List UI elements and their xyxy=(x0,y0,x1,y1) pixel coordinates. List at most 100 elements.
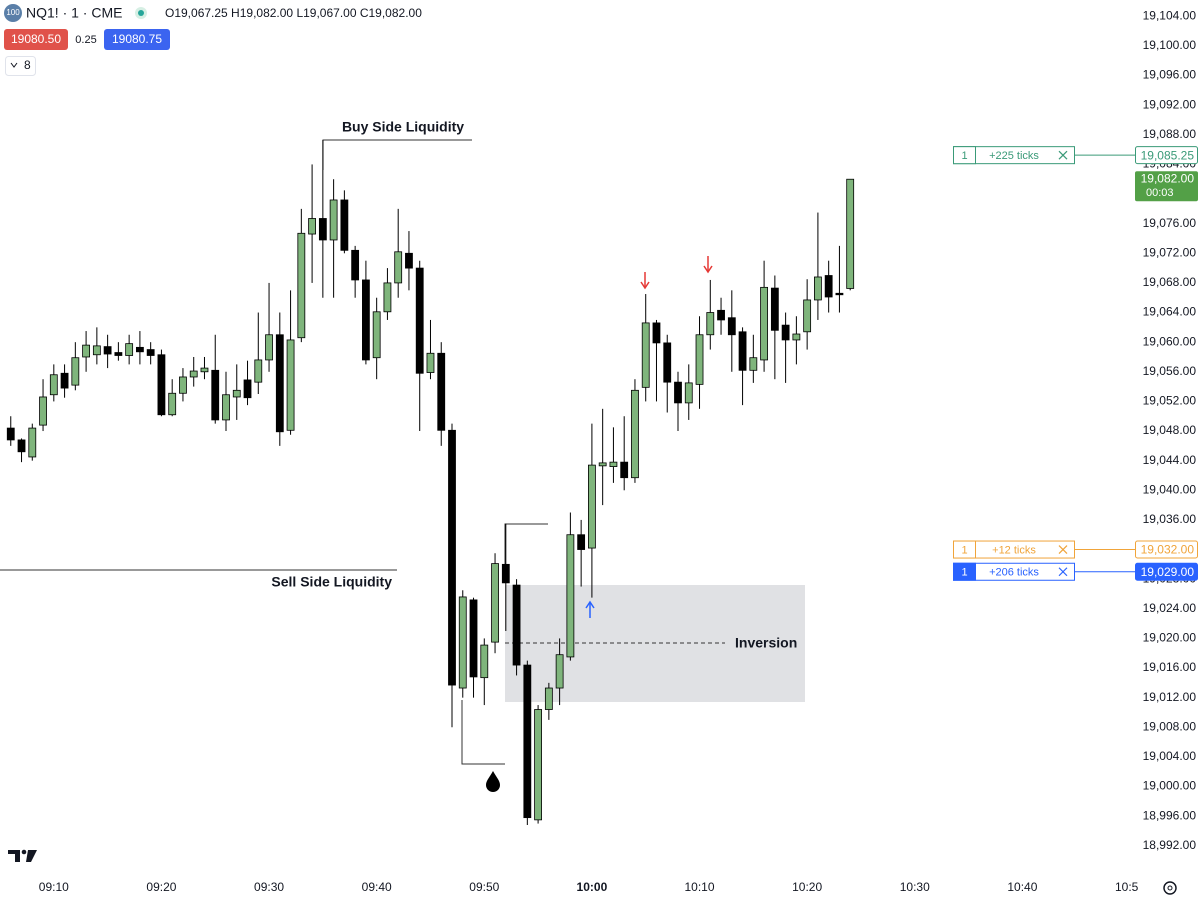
y-tick-label: 19,040.00 xyxy=(1143,482,1197,496)
y-tick-label: 19,092.00 xyxy=(1143,97,1197,111)
order-close-stroke xyxy=(1058,545,1068,554)
x-tick-label: 09:30 xyxy=(254,880,284,894)
candle-body-up xyxy=(480,644,489,679)
sell-arrow xyxy=(703,256,713,274)
order-close-stroke xyxy=(1058,567,1068,577)
candle-body-up xyxy=(706,312,715,336)
buy-button[interactable] xyxy=(104,29,170,50)
order-close[interactable] xyxy=(1058,567,1068,577)
order-price: 19,085.25 xyxy=(1141,148,1195,162)
candle-body-down xyxy=(717,309,725,321)
countdown: 00:03 xyxy=(1146,187,1174,199)
y-tick-label: 19,044.00 xyxy=(1143,453,1197,467)
y-tick-label: 19,072.00 xyxy=(1143,245,1197,259)
candle-body-up xyxy=(232,389,241,398)
candle-body-down xyxy=(448,429,456,686)
x-tick-label: 10:40 xyxy=(1007,880,1037,894)
drop-icon xyxy=(486,771,500,792)
candle-body-up xyxy=(286,339,295,431)
candles xyxy=(6,139,855,826)
candle-body-up xyxy=(49,374,58,396)
y-tick-label: 19,076.00 xyxy=(1143,216,1197,230)
indicators-count: 8 xyxy=(24,58,31,72)
sell-side-label: Sell Side Liquidity xyxy=(271,574,392,590)
ohlc: O19,067.25 H19,082.00 L19,067.00 C19,082… xyxy=(165,6,422,20)
sell-button[interactable] xyxy=(4,29,68,50)
candle-body-down xyxy=(437,352,446,431)
candle-body-down xyxy=(738,331,747,371)
candle-body-up xyxy=(329,199,338,241)
order-close[interactable] xyxy=(1058,545,1068,554)
order-qty: 1 xyxy=(961,150,967,162)
candle-body-up xyxy=(684,382,693,404)
settings-gear-hub xyxy=(1167,885,1173,891)
candle-body-up xyxy=(394,251,403,284)
candle-body-up xyxy=(760,286,768,361)
candle-body-up xyxy=(426,352,435,373)
candle-body-down xyxy=(114,352,123,356)
candle-body-down xyxy=(770,287,779,331)
sell-arrow xyxy=(640,272,650,290)
order-qty: 1 xyxy=(961,544,967,556)
order-qty-box xyxy=(953,540,976,559)
candle-body-down xyxy=(781,324,790,341)
candle-body-down xyxy=(136,346,144,353)
candle-body-down xyxy=(211,369,220,421)
x-tick-label: 10:30 xyxy=(900,880,930,894)
candle-body-up xyxy=(308,218,316,235)
y-tick-label: 19,048.00 xyxy=(1143,423,1197,437)
y-tick-label: 19,008.00 xyxy=(1143,719,1197,733)
candle-body-down xyxy=(340,199,349,251)
y-tick-label: 19,064.00 xyxy=(1143,305,1197,319)
candle-body-down xyxy=(512,584,521,666)
candle-body-up xyxy=(749,357,758,371)
y-tick-label: 19,020.00 xyxy=(1143,631,1197,645)
y-tick-label: 19,060.00 xyxy=(1143,334,1197,348)
candle-body-up xyxy=(631,389,639,479)
candle-body-up xyxy=(458,596,467,689)
buy-arrow xyxy=(585,600,595,618)
y-tick-label: 19,100.00 xyxy=(1143,38,1197,52)
candle-body-up xyxy=(383,282,392,313)
candle-body-up xyxy=(179,376,187,394)
candle-body-up xyxy=(82,344,90,358)
x-tick-label: 09:40 xyxy=(362,880,392,894)
order-qty-box xyxy=(953,562,976,581)
candle-body-down xyxy=(6,427,15,441)
market-status-dot xyxy=(138,10,144,16)
candle-body-up xyxy=(598,462,607,467)
candle-body-down xyxy=(674,381,682,404)
indicators-toggle[interactable] xyxy=(5,56,36,76)
y-tick-label: 19,052.00 xyxy=(1143,394,1197,408)
candle-body-up xyxy=(566,534,575,658)
symbol[interactable]: NQ1! · 1 · CME xyxy=(26,5,122,21)
x-tick-label: 10:20 xyxy=(792,880,822,894)
candle-body-up xyxy=(555,654,564,689)
candle-body-up xyxy=(265,334,273,361)
axis-corner xyxy=(1138,868,1200,900)
sell-price: 19080.50 xyxy=(11,32,61,46)
candle-body-up xyxy=(39,396,47,426)
candle-body-up xyxy=(814,276,822,301)
order-price-tag xyxy=(1135,540,1198,559)
y-tick-label: 19,036.00 xyxy=(1143,512,1197,526)
candle-body-down xyxy=(17,439,26,453)
inversion-label: Inversion xyxy=(735,635,797,651)
buy-side-label: Buy Side Liquidity xyxy=(342,119,464,135)
y-tick-label: 19,096.00 xyxy=(1143,68,1197,82)
order-close[interactable] xyxy=(1058,150,1068,160)
order-price-tag xyxy=(1135,146,1198,165)
y-tick-label: 18,992.00 xyxy=(1143,838,1197,852)
settings-gear[interactable] xyxy=(1163,881,1177,895)
candle-body-up xyxy=(491,563,499,643)
candle-body-down xyxy=(103,346,112,355)
candle-body-down xyxy=(663,342,672,383)
candle-body-down xyxy=(351,249,360,281)
candle-body-down xyxy=(469,599,478,678)
overlay: 100 NQ1! · 1 · CME O19,067.25 H19,082.00… xyxy=(4,4,1200,900)
candle-body-down xyxy=(824,275,833,298)
candle-body-down xyxy=(318,218,327,241)
y-tick-label: 19,088.00 xyxy=(1143,127,1197,141)
